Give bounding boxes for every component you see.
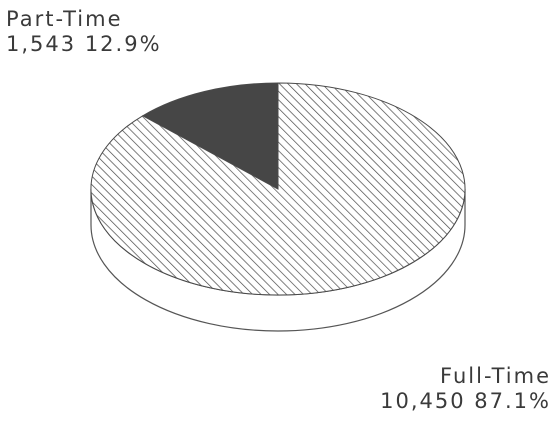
slice-value: 10,450 <box>380 389 466 413</box>
slice-percent: 12.9% <box>84 32 162 56</box>
slice-value-percent: 1,543 12.9% <box>6 32 162 57</box>
slice-label-part-time: Part-Time 1,543 12.9% <box>6 7 162 57</box>
slice-value: 1,543 <box>6 32 77 56</box>
slice-name: Full-Time <box>440 364 551 388</box>
slice-name: Part-Time <box>6 7 123 31</box>
pie-slice-part-time <box>141 82 279 190</box>
slice-percent: 87.1% <box>474 389 551 413</box>
pie-slice-full-time <box>90 82 466 296</box>
slice-value-percent: 10,450 87.1% <box>380 389 551 414</box>
slice-label-full-time: Full-Time 10,450 87.1% <box>380 364 551 414</box>
